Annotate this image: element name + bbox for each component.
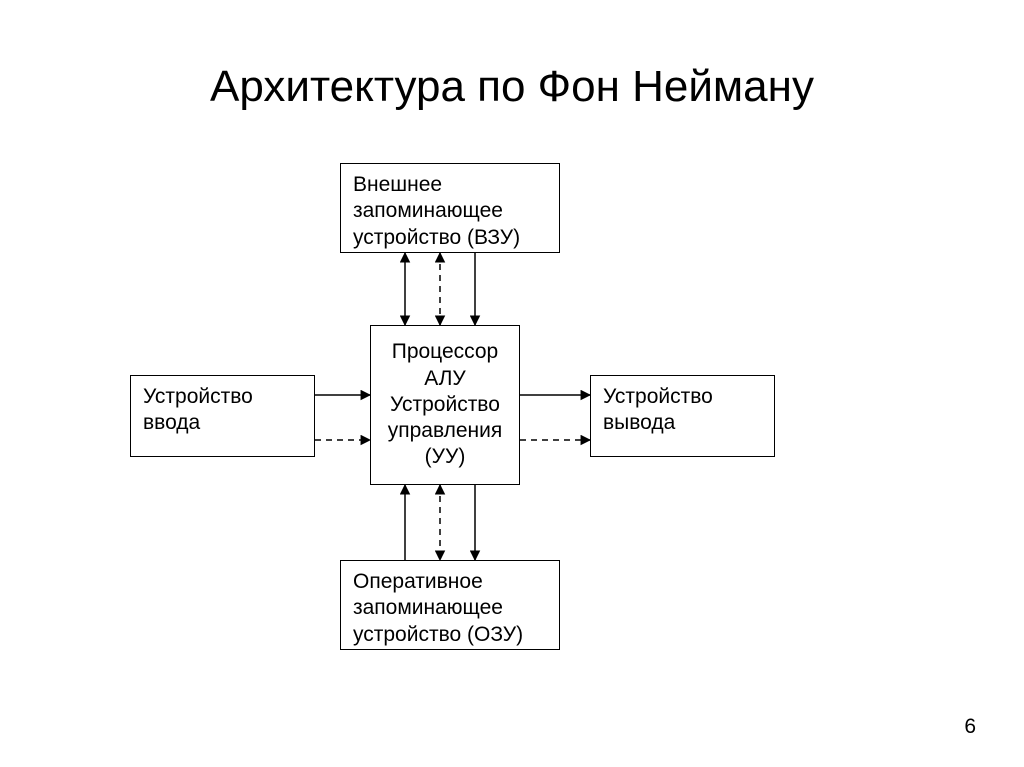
node-label: Устройствоввода <box>143 384 253 437</box>
node-input-device: Устройствоввода <box>130 375 315 457</box>
node-label: Оперативноезапоминающееустройство (ОЗУ) <box>353 569 523 648</box>
page-title: Архитектура по Фон Нейману <box>0 62 1024 112</box>
node-output-device: Устройствовывода <box>590 375 775 457</box>
node-label: Устройствовывода <box>603 384 713 437</box>
node-label: ПроцессорАЛУУстройствоуправления(УУ) <box>388 339 503 470</box>
page-number: 6 <box>964 715 976 739</box>
node-external-memory: Внешнеезапоминающееустройство (ВЗУ) <box>340 163 560 253</box>
node-ram: Оперативноезапоминающееустройство (ОЗУ) <box>340 560 560 650</box>
node-processor: ПроцессорАЛУУстройствоуправления(УУ) <box>370 325 520 485</box>
node-label: Внешнеезапоминающееустройство (ВЗУ) <box>353 172 520 251</box>
